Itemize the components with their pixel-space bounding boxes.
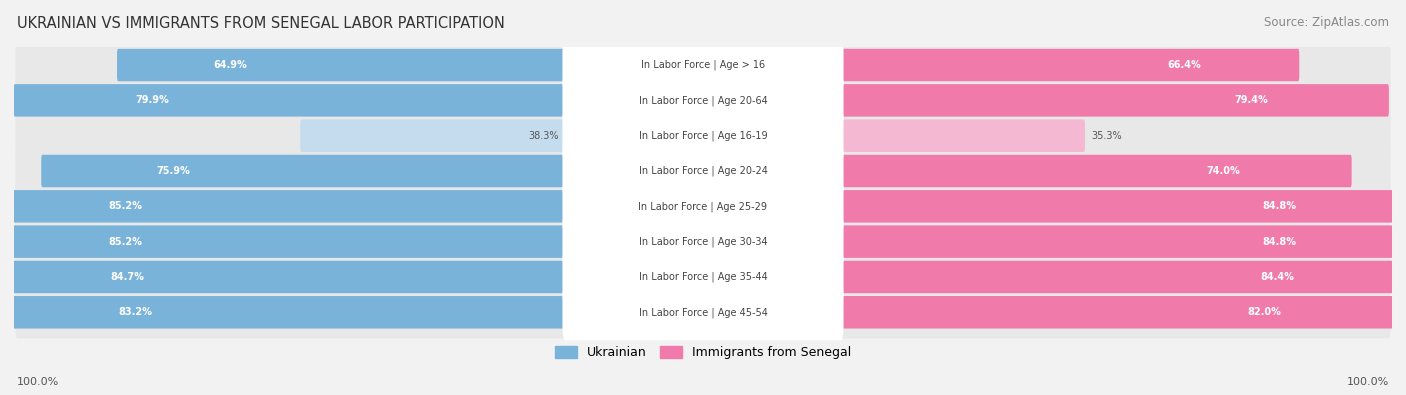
Text: In Labor Force | Age 16-19: In Labor Force | Age 16-19: [638, 130, 768, 141]
FancyBboxPatch shape: [562, 179, 844, 234]
FancyBboxPatch shape: [15, 74, 1391, 126]
FancyBboxPatch shape: [839, 119, 1085, 152]
Text: 75.9%: 75.9%: [156, 166, 190, 176]
Text: 85.2%: 85.2%: [108, 237, 142, 246]
Text: In Labor Force | Age 25-29: In Labor Force | Age 25-29: [638, 201, 768, 212]
FancyBboxPatch shape: [0, 296, 567, 329]
FancyBboxPatch shape: [562, 284, 844, 340]
FancyBboxPatch shape: [839, 49, 1299, 81]
FancyBboxPatch shape: [15, 286, 1391, 339]
FancyBboxPatch shape: [15, 180, 1391, 233]
FancyBboxPatch shape: [0, 226, 567, 258]
FancyBboxPatch shape: [562, 214, 844, 269]
FancyBboxPatch shape: [562, 72, 844, 128]
Text: 74.0%: 74.0%: [1206, 166, 1240, 176]
Text: In Labor Force | Age 20-64: In Labor Force | Age 20-64: [638, 95, 768, 105]
Text: 84.8%: 84.8%: [1263, 237, 1296, 246]
FancyBboxPatch shape: [15, 251, 1391, 303]
Text: Source: ZipAtlas.com: Source: ZipAtlas.com: [1264, 16, 1389, 29]
FancyBboxPatch shape: [562, 143, 844, 199]
FancyBboxPatch shape: [15, 145, 1391, 197]
Text: 35.3%: 35.3%: [1091, 131, 1122, 141]
FancyBboxPatch shape: [839, 190, 1406, 222]
FancyBboxPatch shape: [839, 84, 1389, 117]
Text: 66.4%: 66.4%: [1167, 60, 1201, 70]
FancyBboxPatch shape: [839, 261, 1406, 293]
FancyBboxPatch shape: [15, 216, 1391, 268]
FancyBboxPatch shape: [15, 39, 1391, 91]
Text: In Labor Force | Age 20-24: In Labor Force | Age 20-24: [638, 166, 768, 176]
FancyBboxPatch shape: [0, 190, 567, 222]
Text: 84.8%: 84.8%: [1263, 201, 1296, 211]
Text: 79.9%: 79.9%: [135, 95, 169, 105]
FancyBboxPatch shape: [562, 37, 844, 93]
FancyBboxPatch shape: [0, 261, 567, 293]
Text: 64.9%: 64.9%: [212, 60, 246, 70]
Text: In Labor Force | Age 35-44: In Labor Force | Age 35-44: [638, 272, 768, 282]
FancyBboxPatch shape: [15, 109, 1391, 162]
Text: 85.2%: 85.2%: [108, 201, 142, 211]
FancyBboxPatch shape: [839, 226, 1406, 258]
Text: 84.4%: 84.4%: [1260, 272, 1294, 282]
FancyBboxPatch shape: [839, 296, 1406, 329]
Text: 79.4%: 79.4%: [1234, 95, 1268, 105]
Text: In Labor Force | Age 45-54: In Labor Force | Age 45-54: [638, 307, 768, 318]
Text: 100.0%: 100.0%: [17, 377, 59, 387]
FancyBboxPatch shape: [41, 155, 567, 187]
FancyBboxPatch shape: [562, 249, 844, 305]
Legend: Ukrainian, Immigrants from Senegal: Ukrainian, Immigrants from Senegal: [555, 346, 851, 359]
Text: 100.0%: 100.0%: [1347, 377, 1389, 387]
FancyBboxPatch shape: [117, 49, 567, 81]
FancyBboxPatch shape: [301, 119, 567, 152]
FancyBboxPatch shape: [839, 155, 1351, 187]
FancyBboxPatch shape: [562, 108, 844, 164]
Text: In Labor Force | Age 30-34: In Labor Force | Age 30-34: [638, 236, 768, 247]
FancyBboxPatch shape: [14, 84, 567, 117]
Text: In Labor Force | Age > 16: In Labor Force | Age > 16: [641, 60, 765, 70]
Text: UKRAINIAN VS IMMIGRANTS FROM SENEGAL LABOR PARTICIPATION: UKRAINIAN VS IMMIGRANTS FROM SENEGAL LAB…: [17, 16, 505, 31]
Text: 82.0%: 82.0%: [1247, 307, 1281, 317]
Text: 84.7%: 84.7%: [111, 272, 145, 282]
Text: 38.3%: 38.3%: [527, 131, 558, 141]
Text: 83.2%: 83.2%: [118, 307, 152, 317]
